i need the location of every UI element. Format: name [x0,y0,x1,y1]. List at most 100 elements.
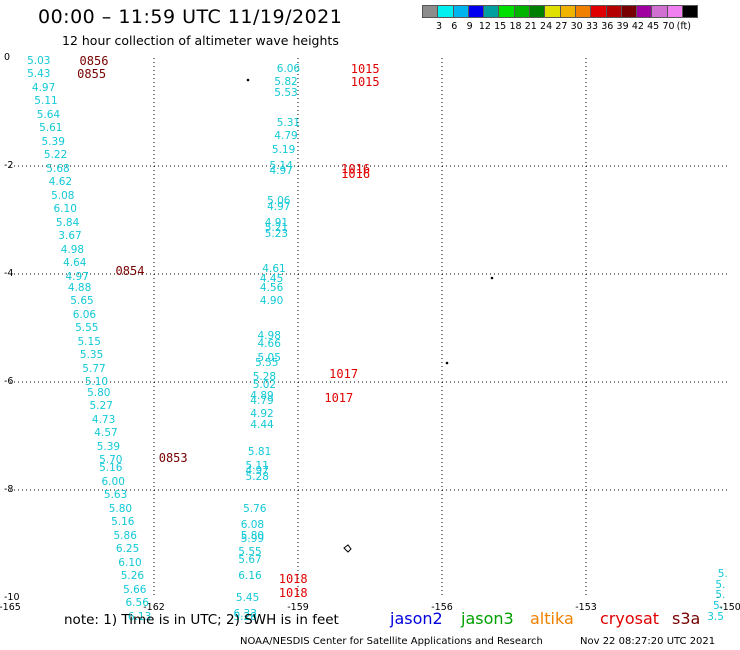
island-marker [445,361,449,365]
wave-height-value: 5.23 [264,227,289,240]
wave-height-value: 5.76 [243,502,267,515]
wave-height-value: 5.28 [233,610,257,623]
wave-height-value: 5.99 [240,532,265,545]
wave-height-value: 4.91 [264,216,289,229]
color-scale-label: 30 [570,21,583,32]
wave-height-value: 4.97 [31,81,56,94]
wave-height-value: 5.14 [269,160,293,172]
wave-height-value: 3.67 [58,230,82,243]
wave-height-value: 5.70 [99,454,123,467]
footer-note: note: 1) Time is in UTC; 2) SWH is in fe… [64,612,339,628]
wave-height-value: 4.92 [250,408,274,421]
color-swatch [422,5,439,18]
wave-height-value: 5.45 [235,592,260,604]
color-scale-label: 36 [601,21,614,32]
color-swatch [483,5,500,18]
wave-height-value: 5. [715,589,726,602]
legend-item-jason3: jason3 [461,609,514,628]
wave-height-value: 5.64 [36,108,61,121]
color-scale-label: 24 [540,21,553,32]
legend-item-altika: altika [530,609,574,628]
pass-time-label: 1015 [350,75,380,90]
x-axis-tick-label: -150 [719,602,740,613]
color-swatch [498,5,515,18]
wave-height-value: 4.97 [65,270,89,283]
wave-height-value: 5.05 [257,351,281,364]
wave-height-value: 4.73 [91,413,116,426]
color-scale-label: 70 [662,21,675,32]
y-axis-tick-label: 0 [4,52,11,63]
wave-height-value: 4.90 [259,295,284,307]
wave-height-value: 5.80 [108,502,133,515]
wave-height-value: 5.31 [276,116,301,129]
color-swatch [620,5,638,18]
wave-height-value: 5.80 [87,386,111,399]
pass-time-label: 0853 [158,450,188,465]
wave-height-value: 5.81 [247,446,272,459]
color-scale-label: 15 [494,21,507,32]
y-axis-tick-label: -6 [4,376,14,387]
wave-height-value: 6.13 [127,610,152,623]
x-axis-tick-label: -162 [143,602,165,613]
credit-text: NOAA/NESDIS Center for Satellite Applica… [240,636,543,647]
wave-height-value: 4.45 [259,273,284,286]
color-swatch [467,5,485,18]
color-scale-label: 45 [647,21,660,32]
color-scale-label: 33 [585,21,599,32]
color-scale-bar [422,5,699,18]
pass-time-label: 1015 [350,61,380,76]
wave-height-value: 5.55 [238,546,262,559]
wave-height-value: 4.61 [262,262,286,275]
wave-height-value: 5.53 [274,87,298,100]
wave-height-value: 4.44 [250,419,274,432]
wave-height-value: 5.06 [267,195,291,208]
wave-height-value: 5.26 [120,570,145,583]
wave-height-value: 6.08 [240,519,265,532]
wave-height-value: 5.08 [51,189,75,202]
wave-height-value: 5.16 [111,516,135,529]
wave-height-value: 6.10 [53,203,77,216]
pass-time-label: 0855 [77,67,107,82]
y-axis-tick-label: -8 [4,484,14,495]
wave-height-value: 5.82 [274,76,298,89]
wave-height-value: 5.55 [255,357,279,370]
color-scale-label: 42 [631,21,644,32]
wave-height-value: 3.5 [707,610,724,623]
y-axis-tick-label: -2 [4,160,14,171]
x-axis-tick-label: -165 [0,602,21,613]
wave-height-value: 5.65 [70,295,94,307]
wave-height-value: 6.16 [238,570,262,583]
wave-height-value: 5. [715,578,726,591]
wave-height-value: 4.97 [267,200,291,213]
y-axis-tick-label: -10 [4,592,20,603]
wave-height-value: 5.55 [75,322,99,334]
color-scale-label: (ft) [676,21,691,32]
island-marker [490,276,494,280]
wave-height-value: 5.02 [252,378,277,391]
pass-time-label: 0854 [115,264,145,279]
wave-height-value: 5.63 [103,489,128,502]
wave-height-value: 5.22 [43,149,68,162]
legend-item-s3a: s3a [672,609,701,628]
wave-height-value: 5.19 [271,143,296,156]
wave-height-value: 5.84 [55,216,80,229]
wave-height-value: 5.35 [79,349,104,361]
wave-height-value: 5.28 [245,470,269,483]
color-scale-label: 3 [435,21,443,32]
color-swatch [544,5,561,18]
color-swatch [452,5,469,18]
color-scale-label: 6 [451,21,458,32]
wave-height-value: 6.06 [276,62,301,75]
wave-height-value: 5.43 [27,68,51,81]
x-axis-tick-label: -159 [287,602,309,613]
wave-height-value: 4.98 [257,330,281,343]
wave-height-value: 4.64 [63,257,87,270]
color-scale-label: 21 [524,21,537,32]
wave-height-value: 5.03 [27,54,51,67]
wave-height-value: 5.67 [238,554,262,567]
wave-height-map [10,58,730,598]
pass-time-label: 1016 [341,161,371,176]
wave-height-value: 4.97 [269,165,293,178]
wave-height-value: 6.06 [72,308,97,321]
color-scale-label: 18 [509,21,522,32]
